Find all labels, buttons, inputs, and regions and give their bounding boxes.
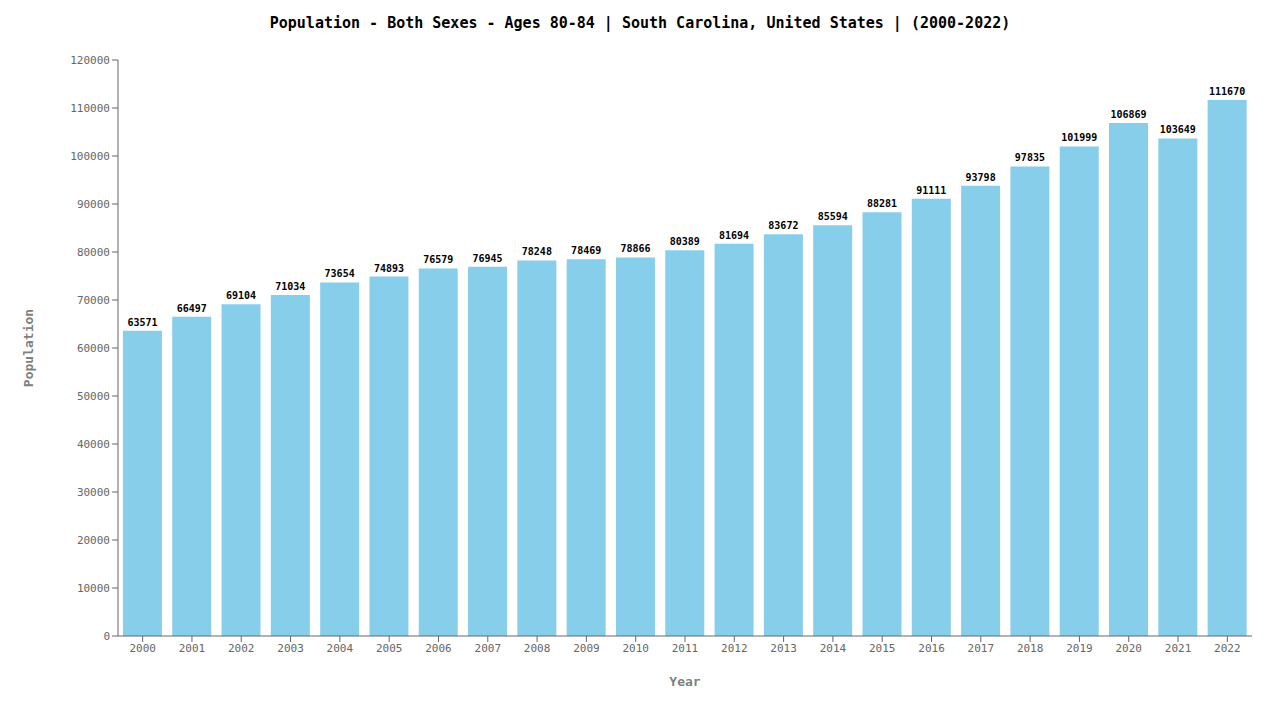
svg-text:111670: 111670 <box>1209 86 1245 97</box>
svg-text:2022: 2022 <box>1214 642 1241 655</box>
svg-text:101999: 101999 <box>1061 132 1097 143</box>
svg-text:2011: 2011 <box>672 642 699 655</box>
svg-text:2003: 2003 <box>277 642 304 655</box>
svg-text:2010: 2010 <box>622 642 649 655</box>
svg-text:78469: 78469 <box>571 245 601 256</box>
svg-text:81694: 81694 <box>719 230 749 241</box>
svg-text:2019: 2019 <box>1066 642 1093 655</box>
svg-text:91111: 91111 <box>916 185 946 196</box>
svg-text:2001: 2001 <box>179 642 206 655</box>
svg-text:100000: 100000 <box>70 150 110 163</box>
svg-text:63571: 63571 <box>127 317 157 328</box>
svg-text:85594: 85594 <box>818 211 848 222</box>
svg-text:2016: 2016 <box>918 642 945 655</box>
svg-text:20000: 20000 <box>77 534 110 547</box>
svg-text:83672: 83672 <box>768 220 798 231</box>
svg-text:2004: 2004 <box>327 642 354 655</box>
svg-text:2005: 2005 <box>376 642 403 655</box>
svg-text:2018: 2018 <box>1017 642 1044 655</box>
svg-text:10000: 10000 <box>77 582 110 595</box>
svg-text:70000: 70000 <box>77 294 110 307</box>
svg-text:2015: 2015 <box>869 642 896 655</box>
svg-text:2012: 2012 <box>721 642 748 655</box>
svg-text:66497: 66497 <box>177 303 207 314</box>
svg-text:2013: 2013 <box>770 642 797 655</box>
svg-text:Year: Year <box>669 674 700 689</box>
svg-text:2002: 2002 <box>228 642 255 655</box>
svg-text:78248: 78248 <box>522 246 552 257</box>
svg-text:69104: 69104 <box>226 290 256 301</box>
svg-text:2009: 2009 <box>573 642 600 655</box>
svg-text:120000: 120000 <box>70 54 110 67</box>
svg-text:76579: 76579 <box>423 254 453 265</box>
svg-text:74893: 74893 <box>374 263 404 274</box>
svg-text:88281: 88281 <box>867 198 897 209</box>
svg-text:2008: 2008 <box>524 642 551 655</box>
svg-text:60000: 60000 <box>77 342 110 355</box>
svg-text:2014: 2014 <box>820 642 847 655</box>
svg-text:2021: 2021 <box>1165 642 1192 655</box>
svg-text:50000: 50000 <box>77 390 110 403</box>
svg-text:2007: 2007 <box>475 642 502 655</box>
svg-text:97835: 97835 <box>1015 152 1045 163</box>
svg-text:2000: 2000 <box>129 642 156 655</box>
svg-text:71034: 71034 <box>275 281 305 292</box>
svg-text:76945: 76945 <box>473 253 503 264</box>
svg-text:30000: 30000 <box>77 486 110 499</box>
svg-text:106869: 106869 <box>1110 109 1146 120</box>
svg-text:93798: 93798 <box>966 172 996 183</box>
svg-text:80389: 80389 <box>670 236 700 247</box>
svg-text:2020: 2020 <box>1115 642 1142 655</box>
svg-text:90000: 90000 <box>77 198 110 211</box>
svg-text:2006: 2006 <box>425 642 452 655</box>
svg-text:110000: 110000 <box>70 102 110 115</box>
svg-text:80000: 80000 <box>77 246 110 259</box>
svg-text:2017: 2017 <box>968 642 995 655</box>
svg-text:78866: 78866 <box>620 243 650 254</box>
svg-text:73654: 73654 <box>325 268 355 279</box>
svg-text:0: 0 <box>103 630 110 643</box>
svg-text:Population: Population <box>21 309 36 387</box>
svg-text:40000: 40000 <box>77 438 110 451</box>
svg-text:103649: 103649 <box>1160 124 1196 135</box>
html-text:Population - Both Sexes - Ages: Population - Both Sexes - Ages 80-84 | S… <box>269 14 1011 32</box>
